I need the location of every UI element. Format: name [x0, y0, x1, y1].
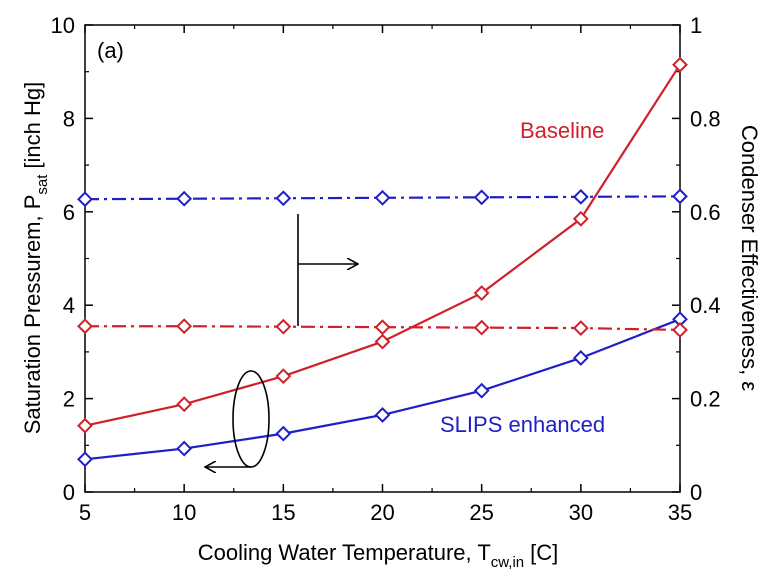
- y-left-axis-label: Saturation Pressurem, Psat [inch Hg]: [20, 82, 51, 435]
- data-point-marker: [475, 384, 488, 397]
- x-tick-label: 30: [569, 500, 593, 525]
- x-axis-label-subscript: cw,in: [491, 554, 524, 571]
- data-point-marker: [178, 320, 191, 333]
- data-point-marker: [79, 320, 92, 333]
- data-point-marker: [674, 58, 687, 71]
- data-point-marker: [79, 193, 92, 206]
- data-point-marker: [376, 408, 389, 421]
- x-tick-label: 35: [668, 500, 692, 525]
- y-left-tick-label: 0: [63, 480, 75, 505]
- right-axis-pointer: [298, 214, 358, 326]
- y-right-tick-label: 0.8: [690, 106, 721, 131]
- y-left-tick-label: 10: [51, 13, 75, 38]
- y-left-axis-label-main: Saturation Pressurem, P: [20, 195, 45, 435]
- y-left-tick-label: 6: [63, 200, 75, 225]
- y-right-tick-label: 0: [690, 480, 702, 505]
- data-point-marker: [376, 321, 389, 334]
- y-right-axis-label: Condenser Effectiveness, ε: [737, 125, 762, 391]
- y-right-tick-label: 1: [690, 13, 702, 38]
- data-point-marker: [277, 370, 290, 383]
- y-left-axis-label-unit: [inch Hg]: [20, 82, 45, 169]
- panel-label: (a): [97, 38, 124, 63]
- x-tick-label: 25: [469, 500, 493, 525]
- data-point-marker: [277, 427, 290, 440]
- data-point-marker: [574, 190, 587, 203]
- data-point-marker: [376, 191, 389, 204]
- data-point-marker: [277, 192, 290, 205]
- data-point-marker: [277, 320, 290, 333]
- x-axis-label: Cooling Water Temperature, Tcw,in [C]: [198, 540, 559, 571]
- y-right-tick-label: 0.4: [690, 293, 721, 318]
- baseline-label: Baseline: [520, 118, 604, 143]
- data-point-marker: [475, 191, 488, 204]
- data-point-marker: [475, 321, 488, 334]
- slips-enhanced-label: SLIPS enhanced: [440, 412, 605, 437]
- data-point-marker: [178, 442, 191, 455]
- data-point-marker: [79, 453, 92, 466]
- y-left-axis-label-subscript: sat: [34, 174, 51, 195]
- data-point-marker: [674, 323, 687, 336]
- y-right-tick-label: 0.2: [690, 387, 721, 412]
- y-left-tick-label: 8: [63, 106, 75, 131]
- x-tick-label: 15: [271, 500, 295, 525]
- x-tick-label: 20: [370, 500, 394, 525]
- x-axis-label-main: Cooling Water Temperature, T: [198, 540, 491, 565]
- y-left-tick-label: 4: [63, 293, 75, 318]
- x-tick-label: 10: [172, 500, 196, 525]
- data-point-marker: [376, 335, 389, 348]
- x-axis-label-unit: [C]: [530, 540, 558, 565]
- data-point-marker: [178, 192, 191, 205]
- left-axis-pointer: [205, 371, 269, 467]
- x-tick-label: 5: [79, 500, 91, 525]
- data-point-marker: [178, 398, 191, 411]
- y-left-tick-label: 2: [63, 387, 75, 412]
- data-point-marker: [574, 322, 587, 335]
- data-point-marker: [79, 419, 92, 432]
- data-point-marker: [674, 190, 687, 203]
- y-right-tick-label: 0.6: [690, 200, 721, 225]
- data-point-marker: [574, 351, 587, 364]
